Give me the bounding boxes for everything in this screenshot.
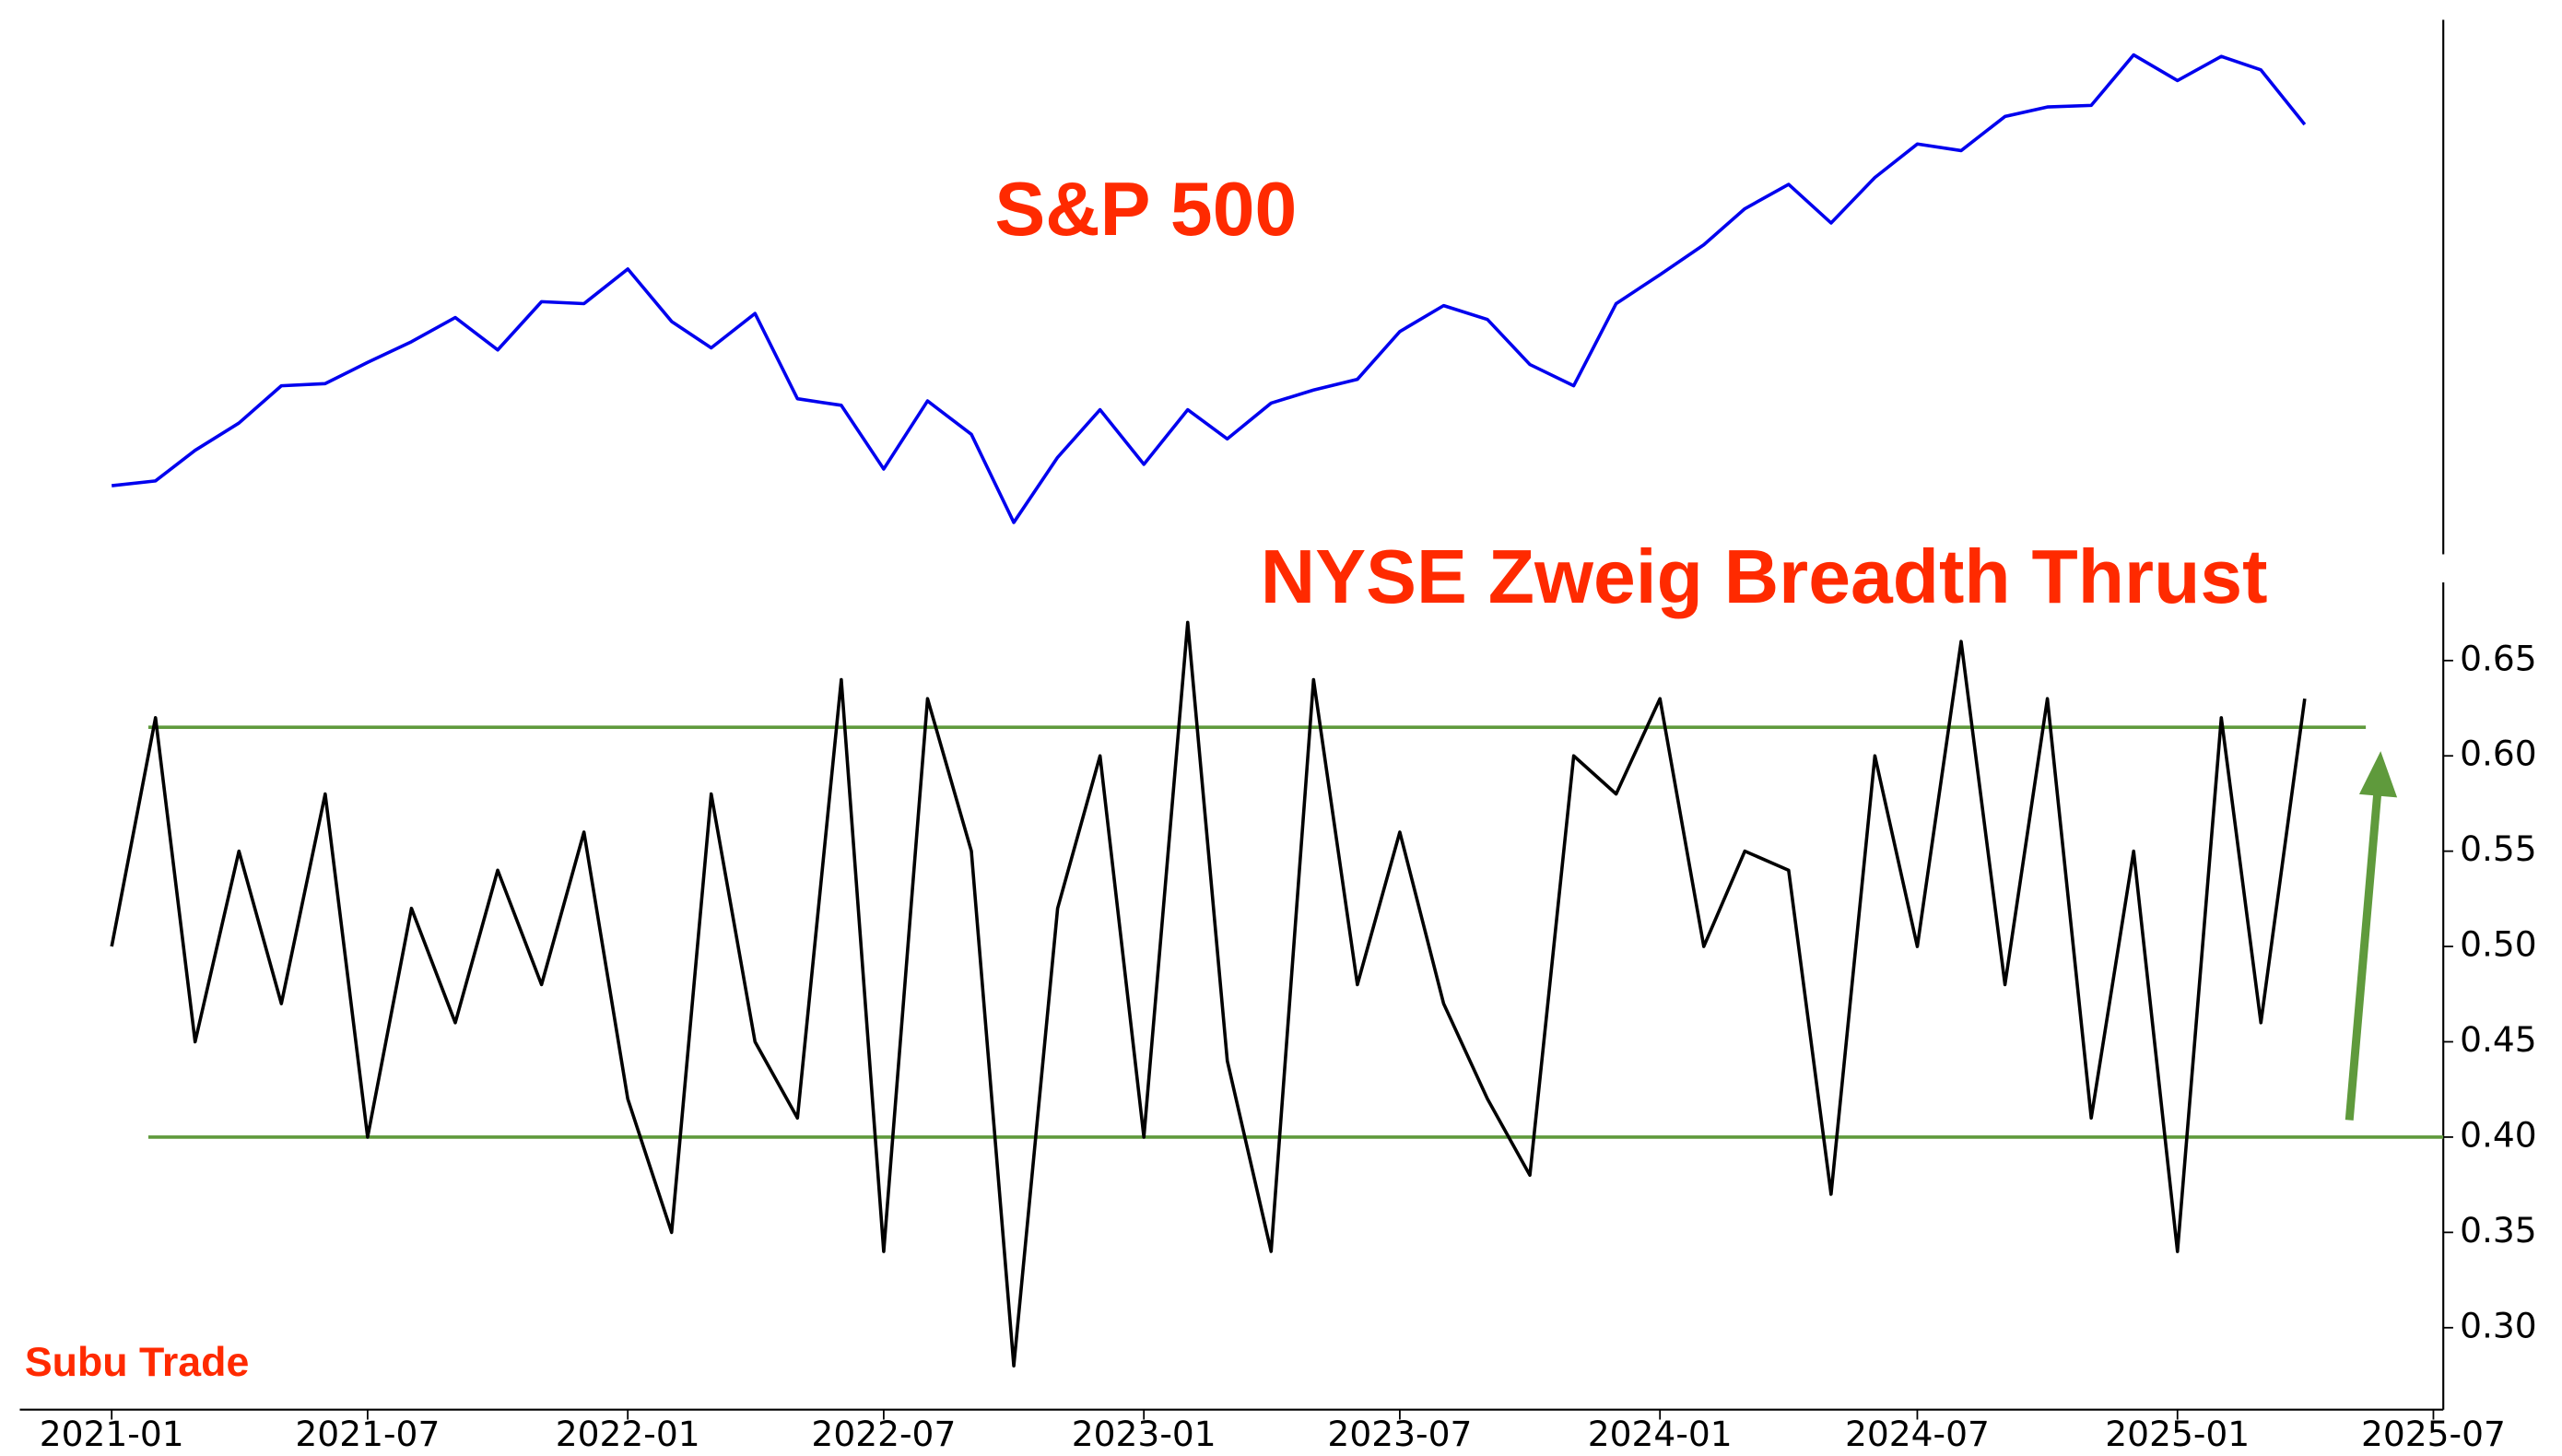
x-tick-label: 2024-07 xyxy=(1845,1414,1990,1454)
watermark: Subu Trade xyxy=(25,1339,249,1385)
y-tick-label: 0.40 xyxy=(2460,1114,2537,1155)
x-tick-label: 2022-01 xyxy=(556,1414,700,1454)
x-tick-label: 2023-01 xyxy=(1072,1414,1216,1454)
x-tick-label: 2022-07 xyxy=(811,1414,956,1454)
x-tick-label: 2025-07 xyxy=(2361,1414,2506,1454)
x-tick-label: 2024-01 xyxy=(1588,1414,1733,1454)
y-tick-label: 0.30 xyxy=(2460,1305,2537,1345)
data-line xyxy=(112,53,2307,524)
x-tick-label: 2021-07 xyxy=(295,1414,440,1454)
y-tick-label: 0.35 xyxy=(2460,1210,2537,1251)
y-tick-label: 0.55 xyxy=(2460,828,2537,869)
y-tick-label: 0.45 xyxy=(2460,1019,2537,1060)
data-line xyxy=(110,620,2307,1368)
chart-title: S&P 500 xyxy=(994,167,1297,252)
x-tick-label: 2025-01 xyxy=(2105,1414,2250,1454)
chart-title: NYSE Zweig Breadth Thrust xyxy=(1261,534,2268,619)
arrow xyxy=(2345,751,2398,1121)
y-tick-label: 0.60 xyxy=(2460,734,2537,774)
x-tick-label: 2023-07 xyxy=(1327,1414,1472,1454)
y-tick-label: 0.65 xyxy=(2460,638,2537,678)
y-tick-label: 0.50 xyxy=(2460,924,2537,965)
x-tick-label: 2021-01 xyxy=(40,1414,184,1454)
